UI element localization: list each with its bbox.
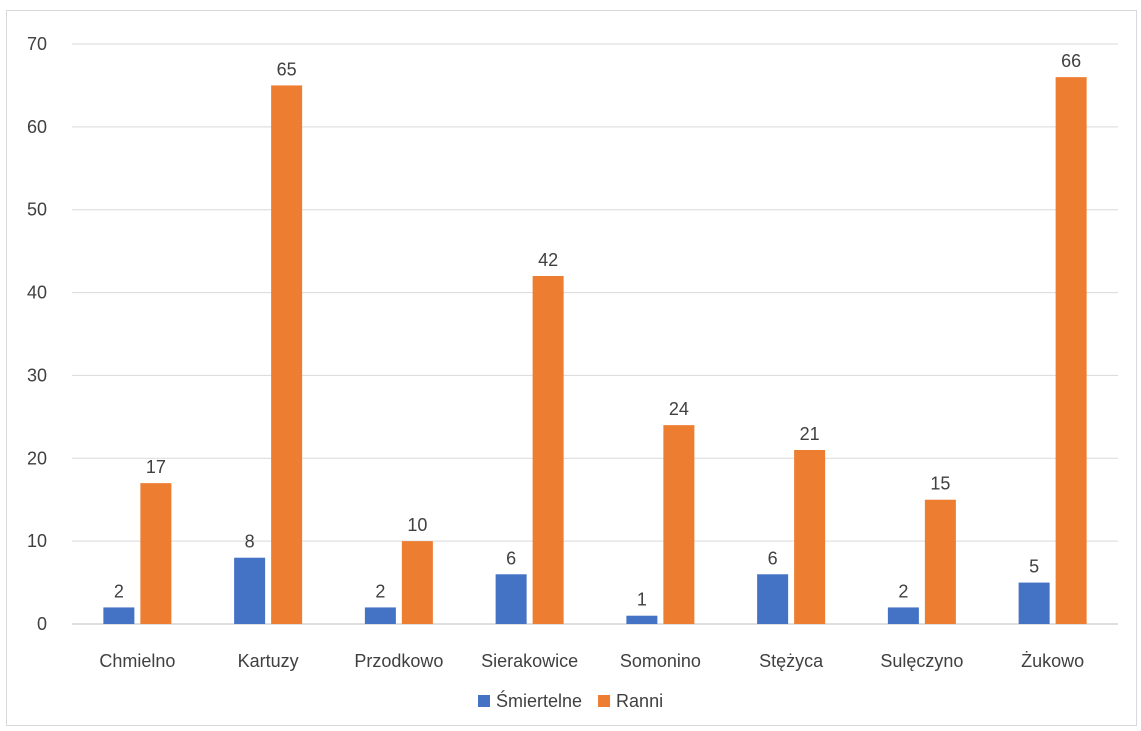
data-label: 1	[637, 590, 647, 610]
x-tick-label: Chmielno	[99, 651, 175, 671]
data-label: 24	[669, 399, 689, 419]
data-label: 2	[114, 581, 124, 601]
bar-smiertelne	[626, 615, 658, 624]
gridlines	[72, 43, 1118, 625]
x-axis-ticks: Chmielno Kartuzy Przodkowo Sierakowice Somon…	[99, 651, 1084, 671]
x-tick-label: Kartuzy	[238, 651, 299, 671]
y-tick-label: 70	[27, 34, 47, 54]
legend-label: Ranni	[616, 691, 663, 711]
y-tick-label: 50	[27, 200, 47, 220]
data-label: 8	[245, 532, 255, 552]
bar-ranni	[794, 450, 826, 624]
data-label: 2	[375, 581, 385, 601]
data-label: 15	[930, 474, 950, 494]
data-label: 5	[1029, 557, 1039, 577]
data-label: 21	[800, 424, 820, 444]
data-label: 2	[898, 581, 908, 601]
bar-smiertelne	[495, 574, 527, 624]
bar-ranni	[271, 85, 303, 624]
data-label: 66	[1061, 51, 1081, 71]
bar-smiertelne	[364, 607, 396, 624]
bar-ranni	[532, 276, 564, 624]
data-labels: 2 17 8 65 2 10 6 42 1 24 6 21 2 15 5 66	[114, 51, 1081, 610]
bar-smiertelne	[103, 607, 135, 624]
y-tick-label: 30	[27, 365, 47, 385]
legend-swatch	[478, 695, 490, 707]
bar-ranni	[924, 499, 956, 624]
bars	[103, 77, 1087, 624]
bar-smiertelne	[757, 574, 789, 624]
bar-smiertelne	[887, 607, 919, 624]
data-label: 10	[407, 515, 427, 535]
x-tick-label: Żukowo	[1021, 651, 1084, 671]
bar-ranni	[663, 425, 695, 624]
legend-label: Śmiertelne	[496, 690, 582, 711]
bar-ranni	[1055, 77, 1087, 624]
data-label: 6	[506, 548, 516, 568]
x-tick-label: Stężyca	[759, 651, 824, 671]
bar-ranni	[140, 483, 172, 624]
y-tick-label: 20	[27, 448, 47, 468]
y-tick-label: 0	[37, 614, 47, 634]
y-tick-label: 10	[27, 531, 47, 551]
bar-smiertelne	[234, 557, 266, 624]
x-tick-label: Przodkowo	[354, 651, 443, 671]
x-tick-label: Sulęczyno	[880, 651, 963, 671]
legend: Śmiertelne Ranni	[478, 690, 663, 711]
bar-ranni	[401, 541, 433, 624]
bar-smiertelne	[1018, 582, 1050, 624]
y-tick-label: 60	[27, 117, 47, 137]
data-label: 17	[146, 457, 166, 477]
data-label: 42	[538, 250, 558, 270]
legend-swatch	[598, 695, 611, 707]
x-tick-label: Somonino	[620, 651, 701, 671]
y-axis-ticks: 0 10 20 30 40 50 60 70	[27, 34, 47, 634]
x-tick-label: Sierakowice	[481, 651, 578, 671]
y-tick-label: 40	[27, 283, 47, 303]
data-label: 6	[768, 548, 778, 568]
data-label: 65	[277, 59, 297, 79]
